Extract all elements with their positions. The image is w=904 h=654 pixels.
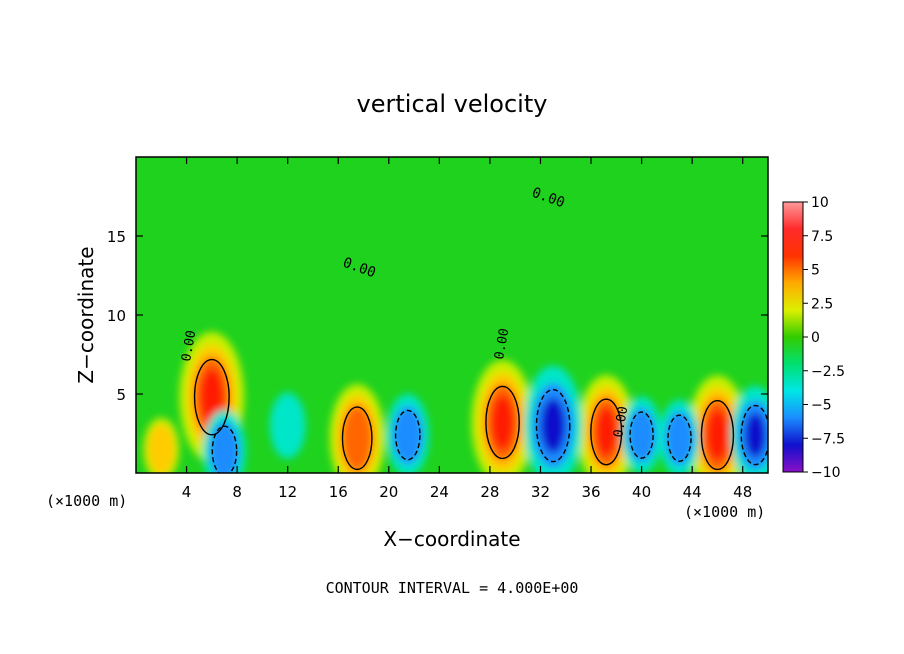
velocity-cell: [659, 399, 700, 473]
x-tick-label: 44: [683, 483, 702, 501]
chart-title: vertical velocity: [357, 90, 548, 118]
colorbar-tick-label: −2.5: [811, 364, 845, 380]
colorbar-tick-label: 0: [811, 330, 820, 346]
x-axis-label: X−coordinate: [383, 527, 520, 551]
x-unit-left: (×1000 m): [46, 492, 127, 510]
x-tick-label: 24: [430, 483, 449, 501]
contour-ring: [667, 414, 692, 462]
velocity-cell: [203, 409, 246, 473]
colorbar-tick-label: −7.5: [811, 431, 845, 447]
x-tick-label: 32: [531, 483, 550, 501]
velocity-cell: [524, 365, 583, 473]
x-tick-label: 4: [182, 483, 192, 501]
velocity-cell: [386, 393, 430, 473]
colorbar-tick-label: −10: [811, 465, 841, 481]
x-tick-label: 16: [329, 483, 348, 501]
x-tick-label: 28: [480, 483, 499, 501]
contour-ring: [211, 425, 238, 473]
contour-ring: [394, 409, 421, 461]
y-tick-label: 5: [116, 386, 126, 404]
x-tick-label: 36: [581, 483, 600, 501]
contour-ring: [485, 385, 520, 460]
x-tick-label: 20: [379, 483, 398, 501]
colorbar-tick-label: 7.5: [811, 229, 833, 245]
velocity-cell: [329, 384, 385, 473]
contour-ring: [740, 404, 768, 466]
velocity-cell: [143, 417, 180, 473]
velocity-cell: [621, 396, 662, 473]
y-tick-label: 10: [107, 307, 126, 325]
contour-ring: [535, 388, 571, 463]
contour-ring: [193, 358, 230, 436]
contour-ring: [341, 406, 373, 471]
colorbar-tick-label: 5: [811, 263, 820, 279]
x-tick-label: 8: [232, 483, 242, 501]
contour-ring: [590, 398, 623, 466]
colorbar-tick-label: 10: [811, 195, 829, 211]
x-tick-label: 40: [632, 483, 651, 501]
contour-interval-footer: CONTOUR INTERVAL = 4.000E+00: [326, 579, 579, 597]
y-axis-label: Z−coordinate: [74, 246, 98, 383]
contour-label: 0.00: [179, 329, 199, 362]
velocity-cell: [730, 385, 768, 473]
y-tick-label: 15: [107, 228, 126, 246]
velocity-cell: [269, 392, 306, 459]
contour-ring: [629, 411, 654, 459]
colorbar-tick-label: 2.5: [811, 296, 833, 312]
contour-label: 0.00: [492, 327, 512, 360]
colorbar: [782, 201, 804, 473]
colorbar-tick-label: −5: [811, 398, 832, 414]
contour-label: 0.00: [611, 405, 631, 438]
contour-ring: [700, 399, 735, 471]
x-tick-label: 12: [278, 483, 297, 501]
x-unit-right: (×1000 m): [684, 503, 765, 521]
x-tick-label: 48: [733, 483, 752, 501]
